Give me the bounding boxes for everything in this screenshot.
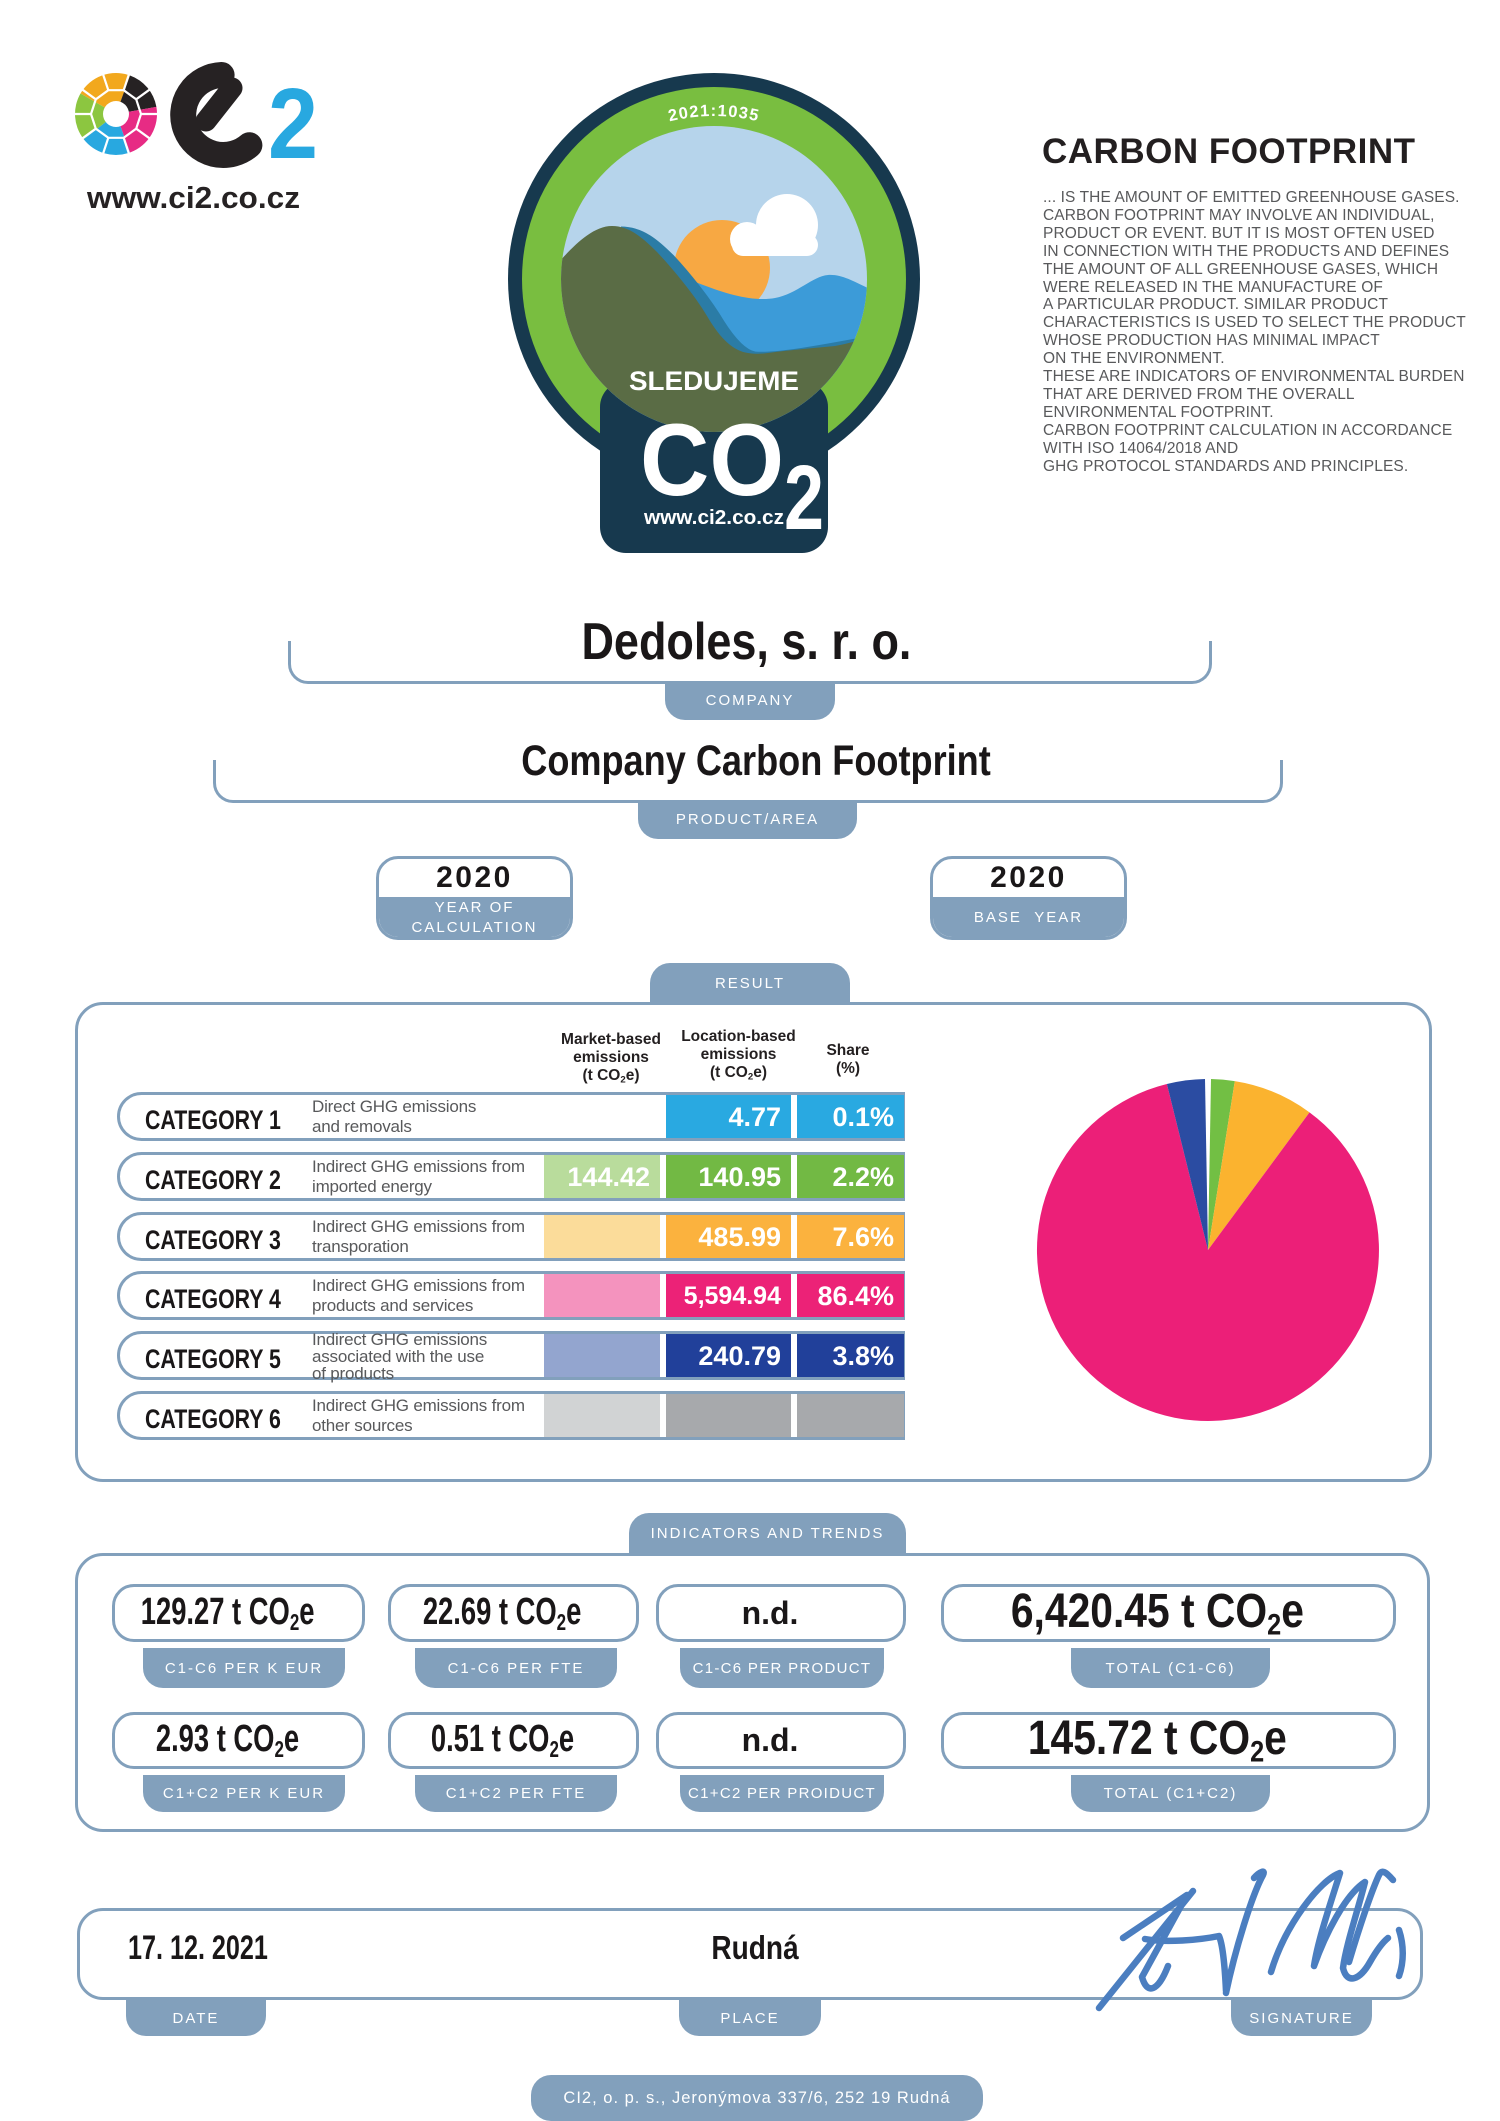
svg-text:2: 2 bbox=[268, 68, 318, 180]
svg-text:2: 2 bbox=[784, 447, 824, 549]
svg-text:SLEDUJEME: SLEDUJEME bbox=[629, 366, 799, 396]
svg-text:CO: CO bbox=[640, 403, 784, 517]
svg-text:www.ci2.co.cz: www.ci2.co.cz bbox=[643, 507, 784, 529]
svg-text:2021:1035: 2021:1035 bbox=[667, 102, 762, 125]
svg-text:www.ci2.co.cz: www.ci2.co.cz bbox=[86, 180, 300, 215]
